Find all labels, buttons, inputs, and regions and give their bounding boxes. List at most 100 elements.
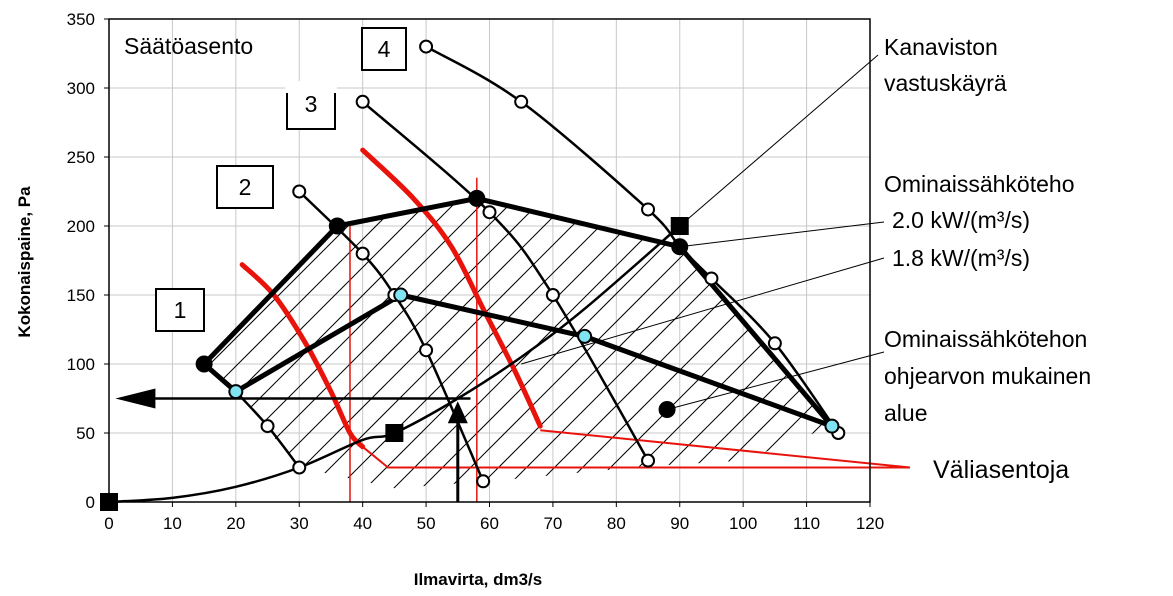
fan-curve-point bbox=[476, 474, 491, 489]
cyan-point bbox=[228, 384, 244, 400]
y-tick-label: 0 bbox=[86, 493, 95, 512]
hatch-line bbox=[0, 2, 12, 502]
y-tick-label: 250 bbox=[67, 148, 95, 167]
position-label-1: 1 bbox=[174, 297, 187, 323]
square-marker bbox=[385, 424, 404, 442]
region-label-line1: Ominaissähkötehon bbox=[884, 326, 1087, 352]
fan-curve-point bbox=[355, 94, 370, 109]
hatch-line bbox=[1164, 2, 1173, 502]
x-tick-label: 10 bbox=[163, 514, 182, 533]
hatch-line bbox=[0, 2, 68, 502]
x-tick-label: 30 bbox=[290, 514, 309, 533]
hatch-line bbox=[204, 198, 489, 489]
black-point bbox=[195, 355, 213, 373]
x-tick-label: 70 bbox=[543, 514, 562, 533]
hatch-line bbox=[687, 198, 832, 489]
square-marker bbox=[670, 217, 689, 235]
position-box-2: 2 bbox=[216, 165, 274, 209]
fan-curve-point bbox=[641, 202, 656, 217]
setting-title: Säätöasento bbox=[124, 33, 253, 59]
fan-curve-3 bbox=[361, 100, 650, 462]
y-tick-label: 100 bbox=[67, 355, 95, 374]
sfp-value-2-0: 2.0 kW/(m³/s) bbox=[892, 207, 1030, 233]
duct-resistance-curve bbox=[108, 225, 681, 504]
cyan-point bbox=[577, 328, 593, 344]
leader-sfp-1-8 bbox=[521, 257, 885, 365]
fan-curve-4 bbox=[425, 45, 840, 434]
position-box-3: 3 bbox=[285, 81, 337, 130]
markers-layer bbox=[100, 39, 846, 511]
black-point bbox=[468, 189, 486, 207]
cyan-point bbox=[824, 418, 840, 434]
cyan-point bbox=[393, 287, 409, 303]
x-tick-label: 0 bbox=[104, 514, 113, 533]
fan-curve-point bbox=[292, 460, 307, 475]
leader-sfp-2-0 bbox=[679, 221, 885, 248]
hatch-line bbox=[204, 198, 293, 489]
fan-curve-point bbox=[419, 39, 434, 54]
horizontal-arrow-head bbox=[115, 388, 156, 409]
hatch-line bbox=[204, 198, 573, 489]
hatch-line bbox=[267, 198, 769, 489]
x-tick-label: 90 bbox=[670, 514, 689, 533]
hatch-line bbox=[1136, 2, 1173, 502]
fan-curve-point bbox=[641, 453, 656, 468]
region-label-line3: alue bbox=[884, 400, 927, 426]
hatch-line bbox=[631, 198, 832, 489]
hatch-line bbox=[239, 198, 741, 489]
x-tick-label: 120 bbox=[856, 514, 884, 533]
hatch-line bbox=[351, 198, 832, 489]
leader-duct-curve bbox=[679, 54, 879, 227]
hatch-line bbox=[1080, 2, 1173, 502]
fan-curve-point bbox=[419, 343, 434, 358]
x-tick-label: 50 bbox=[417, 514, 436, 533]
fan-curve-point bbox=[355, 246, 370, 261]
hatch-line bbox=[1052, 2, 1173, 502]
hatch-line bbox=[204, 198, 545, 489]
fan-curve-point bbox=[545, 288, 560, 302]
x-tick-label: 20 bbox=[226, 514, 245, 533]
y-tick-label: 350 bbox=[67, 10, 95, 29]
hatch-line bbox=[659, 198, 832, 489]
hatch-line bbox=[1024, 2, 1173, 502]
intermediate-baseline bbox=[362, 446, 832, 469]
y-tick-label: 50 bbox=[76, 424, 95, 443]
axes: 0 10 20 30 40 50 60 70 80 90 100 110 120 0 50 100 150 200… bbox=[67, 10, 885, 533]
position-label-4: 4 bbox=[378, 36, 391, 62]
hatch-line bbox=[204, 198, 237, 489]
intermediate-positions-label: Väliasentoja bbox=[933, 456, 1069, 484]
hatch-line bbox=[407, 198, 832, 489]
fan-curve-point bbox=[292, 184, 307, 199]
fan-curve-point bbox=[514, 94, 529, 109]
operating-line bbox=[234, 292, 833, 429]
duct-curve-label-line2: vastuskäyrä bbox=[884, 70, 1007, 96]
vertical-arrow-head bbox=[447, 401, 468, 424]
grid bbox=[108, 18, 871, 503]
series-layer bbox=[108, 45, 911, 504]
x-tick-label: 40 bbox=[353, 514, 372, 533]
sfp-title: Ominaissähköteho bbox=[884, 171, 1075, 197]
hatch-line bbox=[204, 198, 685, 489]
y-axis-title: Kokonaispaine, Pa bbox=[15, 186, 34, 338]
leader-region bbox=[666, 351, 885, 411]
sfp-value-1-8: 1.8 kW/(m³/s) bbox=[892, 245, 1030, 271]
black-point bbox=[671, 238, 689, 256]
fan-curve-point bbox=[704, 271, 719, 286]
y-tick-label: 300 bbox=[67, 79, 95, 98]
hatch-line bbox=[323, 198, 825, 489]
x-axis-title: Ilmavirta, dm3/s bbox=[414, 570, 543, 589]
hatch-line bbox=[204, 198, 377, 489]
black-point bbox=[658, 401, 676, 419]
position-label-2: 2 bbox=[239, 174, 252, 200]
x-tick-label: 60 bbox=[480, 514, 499, 533]
hatch-line bbox=[603, 198, 832, 489]
fan-curve-point bbox=[767, 336, 782, 351]
region-label-line2: ohjearvon mukainen bbox=[884, 363, 1091, 389]
x-tick-label: 100 bbox=[729, 514, 757, 533]
hatch-line bbox=[204, 198, 265, 489]
duct-curve-label-line1: Kanaviston bbox=[884, 34, 998, 60]
x-tick-label: 80 bbox=[607, 514, 626, 533]
position-label-3: 3 bbox=[305, 91, 318, 117]
position-box-1: 1 bbox=[155, 288, 205, 332]
